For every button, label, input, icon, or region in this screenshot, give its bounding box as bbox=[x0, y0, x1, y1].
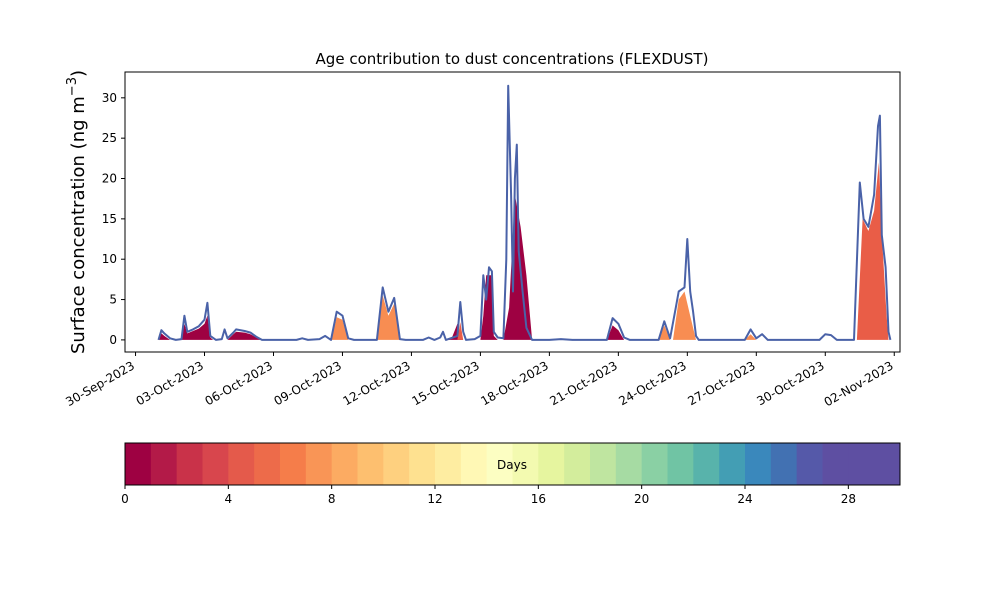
y-tick-label-0: 0 bbox=[109, 333, 117, 347]
x-tick-label-4: 12-Oct-2023 bbox=[340, 358, 412, 408]
area-age-bin-0-segment-4 bbox=[227, 331, 262, 340]
area-age-bin-2-segment-4 bbox=[658, 325, 671, 340]
colorbar-cell-13 bbox=[460, 443, 488, 485]
colorbar-cell-5 bbox=[254, 443, 281, 485]
colorbar-label: Days bbox=[497, 458, 527, 472]
x-tick-label-1: 03-Oct-2023 bbox=[134, 358, 206, 408]
colorbar-ticks: 0 4 8 12 16 20 24 28 bbox=[121, 485, 856, 506]
colorbar-cell-9 bbox=[357, 443, 384, 485]
chart-title: Age contribution to dust concentrations … bbox=[316, 50, 709, 68]
plot-frame bbox=[124, 71, 901, 353]
area-age-bin-2-segment-8 bbox=[744, 334, 757, 340]
y-axis-label: Surface concentration (ng m−3) bbox=[65, 70, 89, 354]
total-concentration-line bbox=[157, 84, 892, 341]
y-tick-label-25: 25 bbox=[102, 131, 117, 145]
area-age-bin-0-segment-0 bbox=[158, 333, 170, 340]
colorbar-tick-label-0: 0 bbox=[121, 492, 129, 506]
colorbar-cell-7 bbox=[305, 443, 333, 485]
x-tick-label-10: 30-Oct-2023 bbox=[754, 358, 826, 408]
colorbar-cell-24 bbox=[745, 443, 772, 485]
x-tick-label-11: 02-Nov-2023 bbox=[822, 358, 896, 409]
colorbar-tick-label-24: 24 bbox=[737, 492, 752, 506]
colorbar-tick-label-12: 12 bbox=[427, 492, 442, 506]
colorbar-cell-29 bbox=[874, 443, 901, 485]
colorbar-cell-4 bbox=[228, 443, 255, 485]
colorbar-cell-14 bbox=[486, 443, 513, 485]
colorbar-cell-0 bbox=[125, 443, 152, 485]
colorbar-cell-2 bbox=[176, 443, 203, 485]
colorbar-cell-20 bbox=[641, 443, 668, 485]
colorbar-cell-16 bbox=[538, 443, 565, 485]
colorbar-cells bbox=[125, 443, 901, 485]
area-age-bin-2-segment-6 bbox=[673, 291, 696, 340]
area-age-bin-0-segment-2 bbox=[181, 315, 214, 340]
y-tick-label-30: 30 bbox=[102, 91, 117, 105]
colorbar-cell-1 bbox=[150, 443, 178, 485]
colorbar: Days 0 4 8 12 16 20 24 28 bbox=[121, 442, 901, 506]
colorbar-cell-23 bbox=[719, 443, 746, 485]
colorbar-cell-15 bbox=[512, 443, 539, 485]
x-axis: 30-Sep-202303-Oct-202306-Oct-202309-Oct-… bbox=[63, 352, 896, 409]
colorbar-cell-12 bbox=[435, 443, 462, 485]
x-tick-label-5: 15-Oct-2023 bbox=[409, 358, 481, 408]
y-tick-label-5: 5 bbox=[109, 293, 117, 307]
colorbar-cell-22 bbox=[693, 443, 720, 485]
area-age-bin-0-segment-10 bbox=[503, 194, 533, 340]
colorbar-tick-label-4: 4 bbox=[225, 492, 233, 506]
colorbar-cell-21 bbox=[667, 443, 694, 485]
colorbar-cell-10 bbox=[383, 443, 410, 485]
x-tick-label-8: 24-Oct-2023 bbox=[616, 358, 688, 408]
x-tick-label-6: 18-Oct-2023 bbox=[478, 358, 550, 408]
colorbar-cell-6 bbox=[280, 443, 307, 485]
colorbar-cell-25 bbox=[770, 443, 798, 485]
y-axis-label-exponent: −3 bbox=[65, 77, 80, 96]
x-tick-label-9: 27-Oct-2023 bbox=[685, 358, 757, 408]
y-tick-label-10: 10 bbox=[102, 252, 117, 266]
colorbar-cell-27 bbox=[822, 443, 849, 485]
colorbar-cell-8 bbox=[331, 443, 358, 485]
age-contribution-areas bbox=[158, 162, 889, 340]
area-age-bin-2-segment-2 bbox=[376, 295, 400, 340]
colorbar-cell-19 bbox=[615, 443, 643, 485]
area-age-bin-0-segment-12 bbox=[606, 325, 625, 340]
x-tick-label-2: 06-Oct-2023 bbox=[203, 358, 275, 408]
colorbar-tick-label-28: 28 bbox=[841, 492, 856, 506]
x-tick-label-7: 21-Oct-2023 bbox=[547, 358, 619, 408]
y-axis-label-main: Surface concentration (ng m bbox=[68, 96, 89, 354]
colorbar-cell-26 bbox=[796, 443, 823, 485]
colorbar-tick-label-8: 8 bbox=[328, 492, 336, 506]
x-tick-label-3: 09-Oct-2023 bbox=[272, 358, 344, 408]
colorbar-tick-label-20: 20 bbox=[634, 492, 649, 506]
area-age-bin-1-segment-0 bbox=[457, 322, 464, 340]
colorbar-cell-18 bbox=[590, 443, 617, 485]
y-tick-label-20: 20 bbox=[102, 172, 117, 186]
x-tick-label-0: 30-Sep-2023 bbox=[63, 358, 137, 409]
plot-area bbox=[124, 71, 901, 353]
y-axis-label-close: ) bbox=[68, 70, 89, 77]
colorbar-tick-label-16: 16 bbox=[531, 492, 546, 506]
colorbar-cell-3 bbox=[202, 443, 229, 485]
colorbar-cell-28 bbox=[848, 443, 875, 485]
colorbar-cell-11 bbox=[409, 443, 436, 485]
colorbar-frame bbox=[124, 442, 901, 486]
y-tick-label-15: 15 bbox=[102, 212, 117, 226]
colorbar-cell-17 bbox=[564, 443, 591, 485]
y-axis: 0 5 10 15 20 25 30 bbox=[102, 91, 125, 347]
